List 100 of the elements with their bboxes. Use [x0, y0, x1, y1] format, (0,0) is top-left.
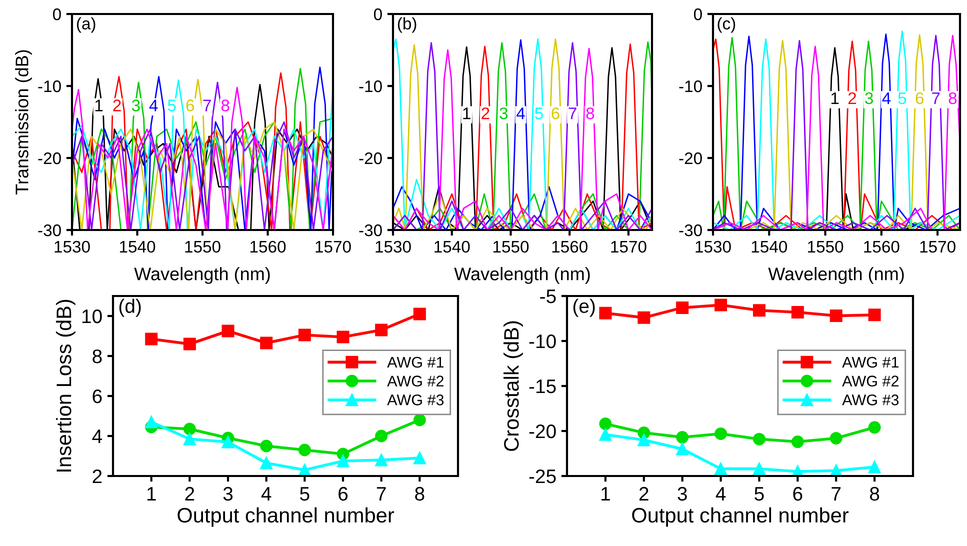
x-tick-label: 1550	[493, 240, 529, 253]
annotation: 7	[568, 108, 576, 120]
x-tick-label: 5	[754, 487, 764, 501]
point	[676, 301, 689, 314]
point	[298, 444, 311, 456]
x-tick-label: 8	[415, 486, 424, 501]
x-tick-label: 7	[376, 487, 386, 501]
point	[413, 414, 426, 426]
x-tick-label: 1560	[864, 240, 900, 253]
point	[638, 434, 650, 446]
point	[260, 336, 273, 350]
x-axis-title: Wavelength (nm)	[454, 267, 590, 284]
x-axis-title: Wavelength (nm)	[768, 267, 904, 284]
y-tick-label: -30	[38, 224, 61, 236]
point	[183, 338, 196, 350]
legend-label: AWG #3	[842, 394, 899, 406]
legend-label: AWG #1	[842, 356, 899, 368]
y-tick-label: 4	[92, 430, 102, 444]
x-tick-label: 1	[602, 487, 610, 501]
y-tick-label: -10	[38, 80, 61, 92]
x-tick-label: 1560	[250, 240, 286, 253]
y-tick-label: -10	[679, 80, 702, 92]
y-tick-label: -30	[359, 224, 382, 236]
x-tick-label: 1570	[316, 240, 351, 253]
y-tick-label: -20	[529, 424, 556, 438]
x-tick-label: 1550	[185, 240, 220, 253]
y-tick-label: 0	[374, 8, 382, 20]
point	[791, 306, 804, 318]
point	[375, 324, 388, 336]
annotation: 5	[535, 108, 543, 120]
x-tick-label: 1530	[376, 240, 411, 253]
annotation: 5	[168, 100, 176, 112]
point	[752, 304, 766, 317]
x-tick-label: 4	[716, 487, 726, 501]
y-axis-title: Crosstalk (dB)	[504, 321, 523, 451]
point	[222, 436, 234, 448]
point	[183, 422, 196, 436]
y-tick-label: -30	[679, 224, 702, 236]
point	[714, 462, 728, 476]
point	[676, 442, 689, 456]
x-tick-label: 3	[223, 486, 233, 501]
y-tick-label: 6	[92, 389, 102, 404]
x-tick-label: 8	[870, 486, 880, 501]
x-tick-label: 2	[639, 486, 648, 501]
annotation: 3	[865, 92, 873, 104]
annotation: 2	[113, 100, 121, 112]
point	[599, 306, 612, 320]
point	[752, 432, 766, 446]
y-tick-label: 10	[82, 309, 102, 324]
legend-label: AWG #3	[387, 394, 444, 406]
annotation: 8	[586, 107, 594, 120]
legend-label: AWG #2	[387, 376, 444, 386]
annotation: 2	[848, 92, 856, 104]
x-tick-label: 1570	[611, 240, 646, 253]
annotation: (b)	[398, 17, 416, 33]
x-axis-title: Output channel number	[632, 507, 849, 527]
annotation: 7	[932, 92, 940, 104]
y-tick-label: -10	[529, 334, 556, 348]
y-tick-label: 2	[92, 469, 102, 484]
point	[638, 311, 650, 324]
x-axis-title: Output channel number	[178, 507, 394, 527]
point	[868, 460, 881, 474]
annotation: 4	[516, 108, 525, 120]
annotation: 1	[463, 108, 470, 120]
x-tick-label: 4	[261, 487, 272, 501]
y-tick-label: -15	[529, 380, 556, 394]
x-axis-title: Wavelength (nm)	[134, 267, 270, 284]
point	[830, 432, 842, 444]
point	[599, 428, 612, 441]
point	[336, 454, 350, 468]
legend-label: AWG #2	[842, 376, 898, 386]
point	[260, 440, 273, 452]
y-tick-label: -20	[359, 152, 382, 164]
y-axis-title: Insertion Loss (dB)	[56, 300, 76, 472]
point	[868, 308, 881, 322]
annotation: 2	[482, 107, 490, 120]
annotation: 4	[149, 100, 158, 112]
x-tick-label: 1530	[696, 240, 731, 253]
x-tick-label: 5	[300, 487, 310, 501]
point	[868, 421, 881, 434]
y-tick-label: 0	[694, 8, 702, 20]
y-tick-label: -20	[679, 152, 702, 164]
annotation: 7	[203, 100, 211, 112]
point	[298, 328, 311, 342]
point	[413, 308, 426, 320]
annotation: 1	[95, 100, 103, 112]
annotation: 8	[948, 92, 957, 104]
legend-label: AWG #1	[387, 356, 444, 368]
annotation: (a)	[76, 17, 96, 33]
x-tick-label: 6	[793, 486, 802, 501]
annotation: (d)	[119, 298, 141, 317]
annotation: (c)	[718, 17, 736, 33]
x-tick-label: 1	[147, 487, 156, 501]
annotation: 6	[916, 92, 924, 104]
annotation: 4	[882, 92, 891, 104]
y-axis-title: Transmission (dB)	[15, 50, 32, 194]
point	[791, 436, 804, 448]
annotation: 6	[186, 100, 194, 112]
x-tick-label: 1540	[434, 240, 470, 253]
y-tick-label: -10	[359, 80, 382, 92]
